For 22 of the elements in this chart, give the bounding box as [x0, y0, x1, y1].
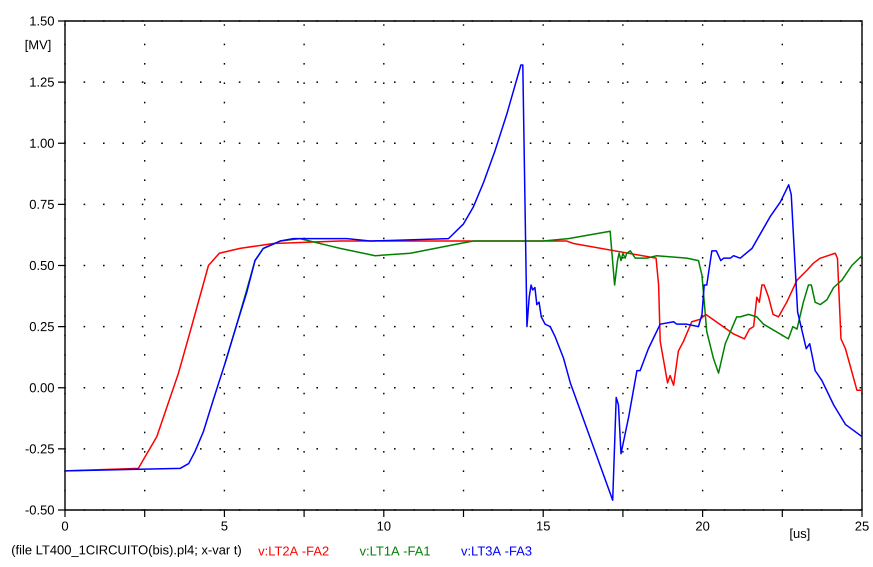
- x-tick-label: 0: [62, 522, 68, 531]
- y-axis-title: [MV]: [26, 40, 50, 52]
- x-tick-label: 25: [855, 522, 869, 531]
- text: (file LT400_1CIRCUITO(bis).pl4; x-var t): [12, 544, 241, 558]
- y-tick-label: -0.50: [26, 505, 54, 515]
- text: v:LT1A -FA1: [360, 546, 430, 556]
- x-axis-title: [us]: [790, 528, 810, 541]
- y-tick-label: -0.25: [26, 444, 54, 454]
- x-tick-label: 15: [536, 522, 550, 531]
- y-tick-label: 0.25: [30, 322, 54, 332]
- y-tick-label: 0.50: [30, 260, 54, 270]
- x-tick-label: 5: [221, 522, 228, 531]
- line-series: [65, 64, 862, 501]
- y-tick-label: 1.50: [30, 16, 54, 26]
- x-tick-label: 20: [696, 522, 710, 531]
- x-tick-label: 10: [378, 522, 391, 531]
- y-tick-label: 1.00: [30, 138, 54, 148]
- y-tick-label: 0.00: [30, 383, 54, 392]
- y-tick-label: 0.75: [30, 200, 54, 209]
- text: v:LT2A -FA2: [258, 546, 329, 556]
- y-tick-label: 1.25: [30, 78, 54, 87]
- text: v:LT3A -FA3: [461, 546, 532, 556]
